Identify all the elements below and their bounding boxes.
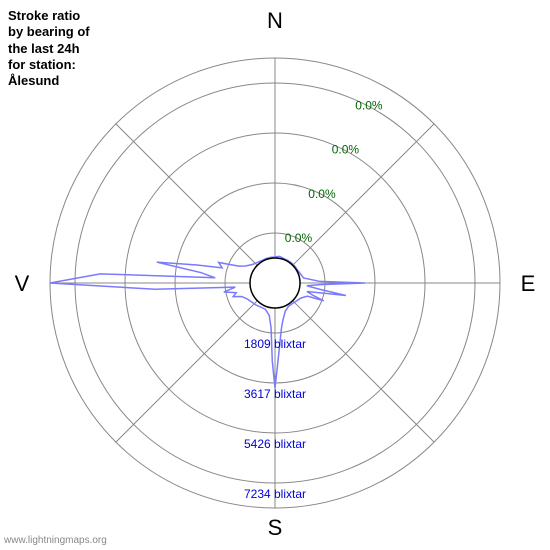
ring-label-ratio: 0.0%: [355, 99, 383, 113]
cardinal-label: N: [267, 8, 283, 33]
ring-label-count: 3617 blixtar: [244, 387, 306, 401]
stroke-ratio-polygon: [50, 256, 365, 388]
cardinal-label: S: [268, 515, 283, 540]
grid-spoke: [116, 301, 257, 442]
ring-label-ratio: 0.0%: [332, 143, 360, 157]
grid-spoke: [116, 124, 257, 265]
grid-spoke: [293, 301, 434, 442]
ring-label-ratio: 0.0%: [308, 187, 336, 201]
ring-label-ratio: 0.0%: [285, 231, 313, 245]
ring-label-count: 7234 blixtar: [244, 487, 306, 501]
ring-label-count: 1809 blixtar: [244, 337, 306, 351]
ring-label-count: 5426 blixtar: [244, 437, 306, 451]
polar-chart: 0.0% 0.0% 0.0% 0.0% 1809 blixtar 3617 blixtar…: [0, 0, 550, 550]
cardinal-label: E: [521, 271, 536, 296]
cardinal-label: V: [15, 271, 30, 296]
center-circle: [250, 258, 300, 308]
